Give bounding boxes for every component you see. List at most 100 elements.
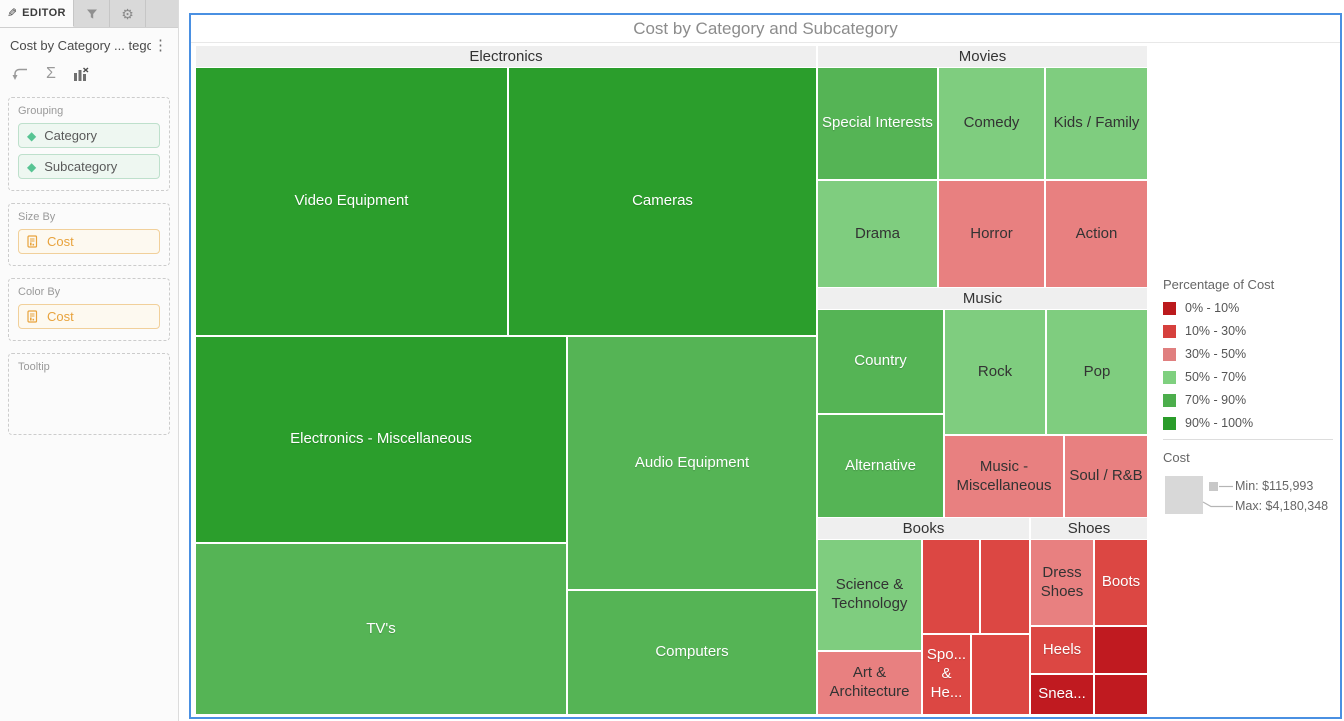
- pencil-icon: ✎: [7, 6, 18, 20]
- bar-chart-button[interactable]: [73, 67, 89, 81]
- treemap-cell-action[interactable]: Action: [1046, 181, 1147, 287]
- treemap-cell-label: Art & Architecture: [829, 664, 910, 700]
- attribute-diamond-icon: ◆: [27, 128, 37, 143]
- treemap-group-header-shoes[interactable]: Shoes: [1031, 518, 1147, 539]
- treemap-cell[interactable]: [1095, 627, 1147, 673]
- treemap-group-header-books[interactable]: Books: [818, 518, 1029, 539]
- treemap-cell-horror[interactable]: Horror: [939, 181, 1044, 287]
- source-title: Cost by Category ... tegory: [10, 38, 151, 53]
- legend-swatch-icon: [1163, 347, 1176, 361]
- undo-arrow-button[interactable]: [12, 67, 29, 81]
- gear-icon: ⚙: [121, 5, 134, 22]
- treemap-cell-pop[interactable]: Pop: [1047, 310, 1147, 434]
- treemap-cell-label: Special Interests: [822, 114, 933, 132]
- grouping-field-category[interactable]: ◆ Category: [18, 123, 160, 148]
- legend-item-90-100: 90% - 100%: [1163, 416, 1333, 430]
- treemap-group-header-music[interactable]: Music: [818, 288, 1147, 309]
- sigma-button[interactable]: Σ: [46, 65, 56, 82]
- metric-field-icon: [27, 310, 38, 323]
- treemap-cell-tv-s[interactable]: TV's: [196, 544, 566, 714]
- treemap-group-header-electronics[interactable]: Electronics: [196, 46, 816, 67]
- legend-swatch-icon: [1163, 416, 1176, 430]
- legend-item-70-90: 70% - 90%: [1163, 393, 1333, 407]
- treemap-cell-rock[interactable]: Rock: [945, 310, 1045, 434]
- treemap-cell-soul-r-b[interactable]: Soul / R&B: [1065, 436, 1147, 517]
- treemap-cell-label: Drama: [854, 224, 900, 242]
- treemap-cell-label: Alternative: [845, 456, 916, 474]
- tooltip-section[interactable]: Tooltip: [8, 353, 170, 435]
- treemap-group-header-movies[interactable]: Movies: [818, 46, 1147, 67]
- treemap-cell-label: Kids / Family: [1053, 114, 1140, 132]
- legend-item-30-50: 30% - 50%: [1163, 347, 1333, 361]
- treemap-cell-dress-shoes[interactable]: Dress Shoes: [1031, 540, 1093, 625]
- treemap-cell-science-technology[interactable]: Science & Technology: [818, 540, 921, 650]
- color-legend-items: 0% - 10% 10% - 30% 30% - 50% 50% - 70% 70% -…: [1163, 301, 1333, 430]
- grouping-field-category-label: Category: [44, 128, 97, 143]
- color-legend-title: Percentage of Cost: [1163, 277, 1275, 292]
- sidebar-tabbar: ✎ EDITOR ⚙: [0, 0, 178, 28]
- treemap-cell-label: Soul / R&B: [1069, 467, 1143, 485]
- treemap-cell[interactable]: [972, 635, 1029, 714]
- treemap-cell-boots[interactable]: Boots: [1095, 540, 1147, 625]
- tab-editor[interactable]: ✎ EDITOR: [0, 0, 74, 27]
- treemap-cell-audio-equipment[interactable]: Audio Equipment: [568, 337, 816, 589]
- treemap-cell-country[interactable]: Country: [818, 310, 943, 413]
- tab-filters[interactable]: [74, 0, 110, 27]
- color-by-field-cost-label: Cost: [47, 309, 74, 324]
- chart-title: Cost by Category and Subcategory: [191, 15, 1340, 43]
- treemap-cell-snea[interactable]: Snea...: [1031, 675, 1093, 714]
- size-legend-max: Max: $4,180,348: [1235, 499, 1329, 513]
- grouping-field-subcategory[interactable]: ◆ Subcategory: [18, 154, 160, 179]
- legend-item-label: 10% - 30%: [1185, 324, 1247, 338]
- size-legend-min: Min: $115,993: [1235, 479, 1314, 493]
- treemap-cell-cameras[interactable]: Cameras: [509, 68, 816, 335]
- treemap-cell-spo-he[interactable]: Spo... & He...: [923, 635, 970, 714]
- size-by-field-cost[interactable]: Cost: [18, 229, 160, 254]
- treemap-cell-drama[interactable]: Drama: [818, 181, 937, 287]
- undo-arrow-icon: [12, 68, 27, 80]
- treemap-cell-special-interests[interactable]: Special Interests: [818, 68, 937, 179]
- attribute-diamond-icon: ◆: [27, 159, 37, 174]
- treemap-cell-comedy[interactable]: Comedy: [939, 68, 1044, 179]
- grouping-field-subcategory-label: Subcategory: [44, 159, 118, 174]
- color-by-field-cost[interactable]: Cost: [18, 304, 160, 329]
- legend-swatch-icon: [1163, 370, 1176, 384]
- treemap-cell-label: Comedy: [963, 114, 1020, 132]
- treemap-cell-label: Video Equipment: [294, 192, 409, 210]
- filter-icon: [86, 9, 97, 19]
- treemap-cell-alternative[interactable]: Alternative: [818, 415, 943, 517]
- treemap-cell-label: Boots: [1101, 573, 1141, 591]
- treemap-cell-label: Pop: [1083, 362, 1111, 380]
- legend-item-0-10: 0% - 10%: [1163, 301, 1333, 315]
- treemap-cell[interactable]: [1095, 675, 1147, 714]
- tab-settings[interactable]: ⚙: [110, 0, 146, 27]
- treemap-cell[interactable]: [923, 540, 979, 633]
- kebab-menu-icon[interactable]: ⋮: [153, 37, 168, 54]
- treemap: Electronics Video Equipment Cameras Electro…: [196, 46, 1147, 714]
- bar-chart-x-icon: [73, 67, 89, 81]
- treemap-cell-label: Rock: [977, 362, 1013, 380]
- size-legend-glyph-icon: [1165, 476, 1233, 514]
- editor-sidebar: ✎ EDITOR ⚙ Cost by Category ... tegory ⋮: [0, 0, 179, 721]
- treemap-cell-kids-family[interactable]: Kids / Family: [1046, 68, 1147, 179]
- treemap-cell-music-miscellaneous[interactable]: Music - Miscellaneous: [945, 436, 1063, 517]
- legend-divider: [1163, 439, 1333, 440]
- legend: Percentage of Cost 0% - 10% 10% - 30% 30% …: [1163, 277, 1333, 520]
- treemap-cell-computers[interactable]: Computers: [568, 591, 816, 714]
- treemap-cell-heels[interactable]: Heels: [1031, 627, 1093, 673]
- legend-item-label: 30% - 50%: [1185, 347, 1247, 361]
- treemap-cell[interactable]: [981, 540, 1029, 633]
- treemap-cell-label: Country: [854, 352, 907, 370]
- chart-panel: Cost by Category and Subcategory Electro…: [189, 13, 1342, 719]
- treemap-cell-art-architecture[interactable]: Art & Architecture: [818, 652, 921, 714]
- treemap-cell-label: Heels: [1042, 640, 1082, 658]
- tab-editor-label: EDITOR: [22, 7, 66, 19]
- treemap-cell-electronics-miscellaneous[interactable]: Electronics - Miscellaneous: [196, 337, 566, 542]
- size-legend-title: Cost: [1163, 450, 1190, 465]
- legend-item-10-30: 10% - 30%: [1163, 324, 1333, 338]
- sidebar-toolbar: Σ: [0, 57, 178, 85]
- treemap-cell-label: Science & Technology: [831, 576, 908, 612]
- size-legend: Min: $115,993 Max: $4,180,348: [1163, 474, 1333, 520]
- treemap-cell-video-equipment[interactable]: Video Equipment: [196, 68, 507, 335]
- size-by-label: Size By: [18, 211, 56, 223]
